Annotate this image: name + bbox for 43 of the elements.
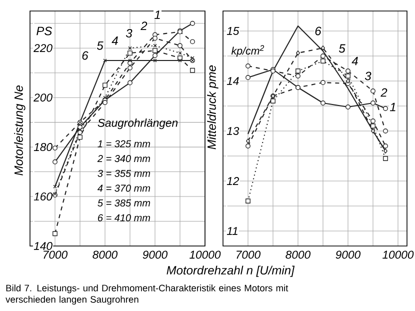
y-tick-label: 180 xyxy=(34,143,52,152)
annotation: 3 = 355 mm xyxy=(98,170,150,177)
annotation: 5 xyxy=(338,44,346,53)
annotation: 2 xyxy=(380,88,388,97)
x-tick-label: 8000 xyxy=(92,250,118,259)
annotation: 2 = 340 mm xyxy=(97,155,150,162)
x-tick-label: 7000 xyxy=(44,250,68,259)
x-tick-label: 8000 xyxy=(286,250,311,259)
annotation: 3 xyxy=(364,72,372,80)
y-tick-label: 160 xyxy=(34,192,52,201)
text: Bild 7. Leistungs- und Drehmoment-Charakteristik eines Motors mit verschieden langen Saugrohren xyxy=(6,284,288,305)
x-tick-label: 9000 xyxy=(142,250,168,259)
x-tick-label: 7000 xyxy=(236,250,261,259)
y-axis-title: Mitteldruck pme xyxy=(207,65,218,150)
annotation: 3 xyxy=(126,29,132,38)
y-tick-label: 220 xyxy=(34,44,52,52)
annotation: 4 = 370 mm xyxy=(98,184,150,192)
annotation: 4 xyxy=(112,36,118,45)
annotation: 1 xyxy=(154,10,160,19)
x-tick-label: 10000 xyxy=(382,250,414,259)
y-tick-label: 13 xyxy=(226,126,240,135)
y-tick-label: 140 xyxy=(34,242,52,250)
annotation: 4 xyxy=(352,56,358,66)
annotation: kp/cm$^{2}$ xyxy=(231,45,264,57)
annotation: Saugrohrlängen xyxy=(98,118,178,130)
annotation: 5 xyxy=(96,41,104,50)
y-axis-title: Motorleistung Ne xyxy=(14,86,26,176)
annotation: 6 xyxy=(315,26,322,36)
annotation: 5 = 385 mm xyxy=(98,199,150,207)
annotation: 6 = 410 mm xyxy=(98,214,150,222)
x-axis-title: Motordrehzahl n [U/min] xyxy=(166,266,295,277)
y-tick-label: 14 xyxy=(226,77,239,85)
y-tick-label: 12 xyxy=(226,177,240,185)
annotation: 1 xyxy=(390,102,396,112)
x-tick-label: 9000 xyxy=(336,250,360,259)
annotation: 6 xyxy=(82,51,88,60)
annotation: PS xyxy=(36,26,52,36)
annotation: 1 = 325 mm xyxy=(98,140,150,148)
y-tick-label: 200 xyxy=(34,94,52,102)
x-tick-label: 10000 xyxy=(190,250,221,259)
y-tick-label: 15 xyxy=(226,27,240,35)
annotation: 2 xyxy=(140,22,148,30)
y-tick-label: 11 xyxy=(226,227,238,235)
